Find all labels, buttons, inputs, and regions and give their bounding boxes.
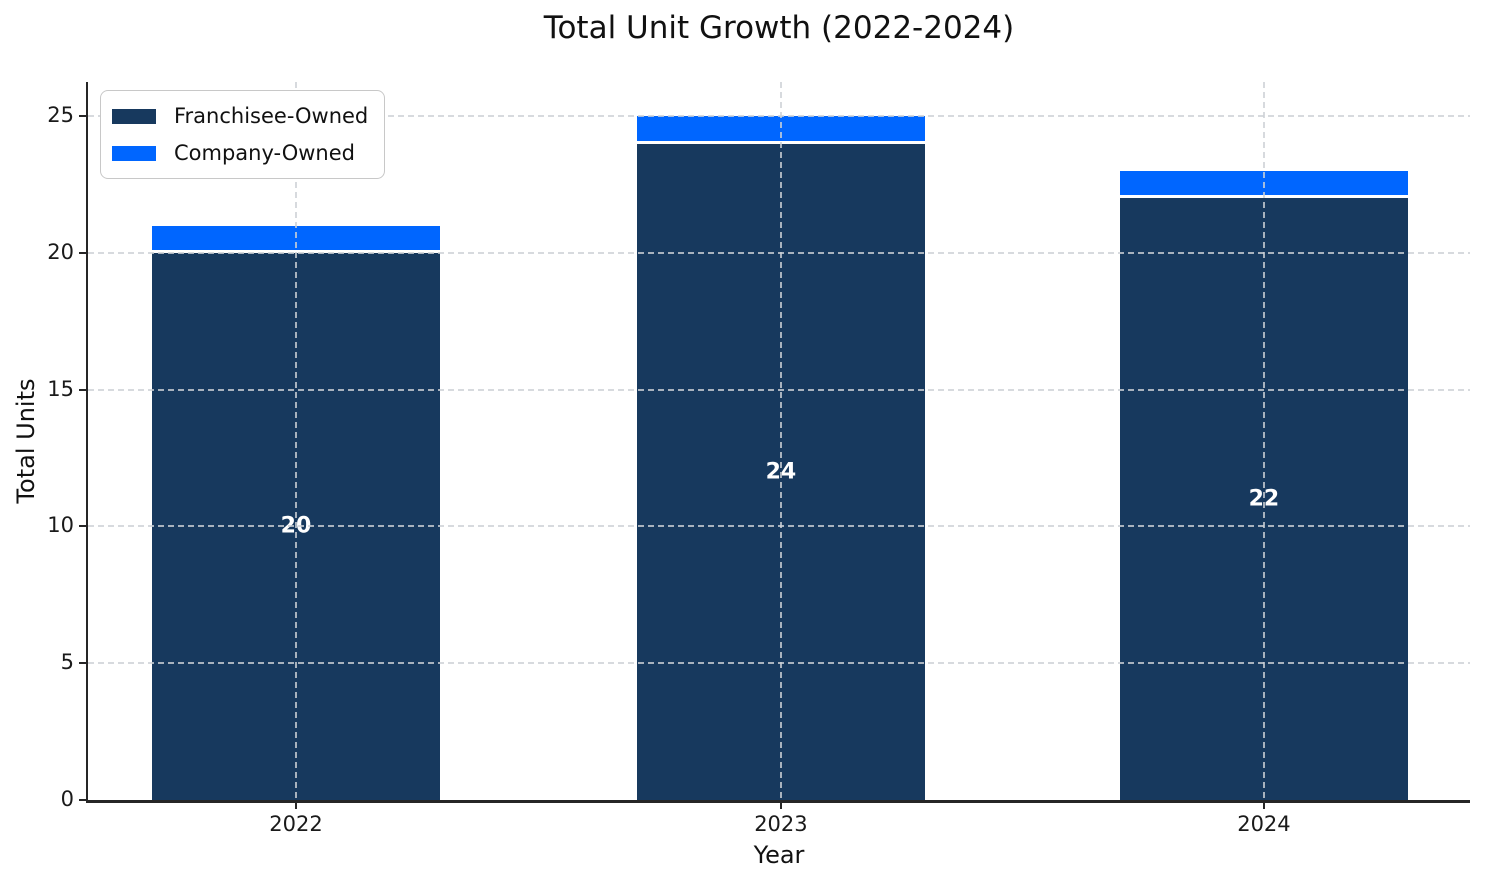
- y-tick-label-25: 25: [47, 103, 74, 128]
- gridline-horizontal-20: [88, 251, 1470, 254]
- legend-swatch-company-owned: [112, 145, 156, 161]
- y-tick-label-20: 20: [47, 239, 74, 264]
- x-tick-mark-2023: [779, 801, 782, 809]
- x-axis-label: Year: [753, 841, 805, 869]
- y-tick-mark-20: [79, 251, 86, 254]
- gridline-horizontal-5: [88, 662, 1470, 665]
- gridline-horizontal-25: [88, 115, 1470, 118]
- gridline-horizontal-15: [88, 388, 1470, 391]
- gridline-vertical-2024: [1262, 82, 1265, 800]
- gridline-vertical-2022: [294, 82, 297, 800]
- x-tick-mark-2022: [294, 801, 297, 809]
- y-tick-mark-5: [79, 662, 86, 665]
- gridline-horizontal-10: [88, 525, 1470, 528]
- x-tick-label-2024: 2024: [1237, 812, 1291, 836]
- x-tick-label-2022: 2022: [269, 812, 323, 836]
- legend: Franchisee-Owned Company-Owned: [100, 90, 386, 179]
- y-tick-mark-10: [79, 525, 86, 528]
- x-tick-label-2023: 2023: [754, 812, 808, 836]
- legend-entry-franchisee-owned: Franchisee-Owned: [112, 104, 368, 128]
- y-tick-mark-0: [79, 799, 86, 801]
- y-tick-mark-25: [79, 115, 86, 118]
- legend-swatch-franchisee-owned: [112, 108, 156, 124]
- y-tick-label-10: 10: [47, 513, 74, 538]
- x-tick-mark-2024: [1262, 801, 1265, 809]
- y-tick-label-15: 15: [47, 376, 74, 401]
- y-tick-label-0: 0: [60, 787, 74, 811]
- y-tick-label-5: 5: [60, 650, 74, 675]
- y-tick-mark-15: [79, 388, 86, 391]
- legend-label-franchisee-owned: Franchisee-Owned: [174, 104, 369, 128]
- gridline-vertical-2023: [779, 82, 782, 800]
- legend-entry-company-owned: Company-Owned: [112, 141, 368, 165]
- plot-area: 202422: [86, 82, 1470, 803]
- chart-title: Total Unit Growth (2022-2024): [543, 10, 1015, 46]
- legend-label-company-owned: Company-Owned: [174, 141, 355, 165]
